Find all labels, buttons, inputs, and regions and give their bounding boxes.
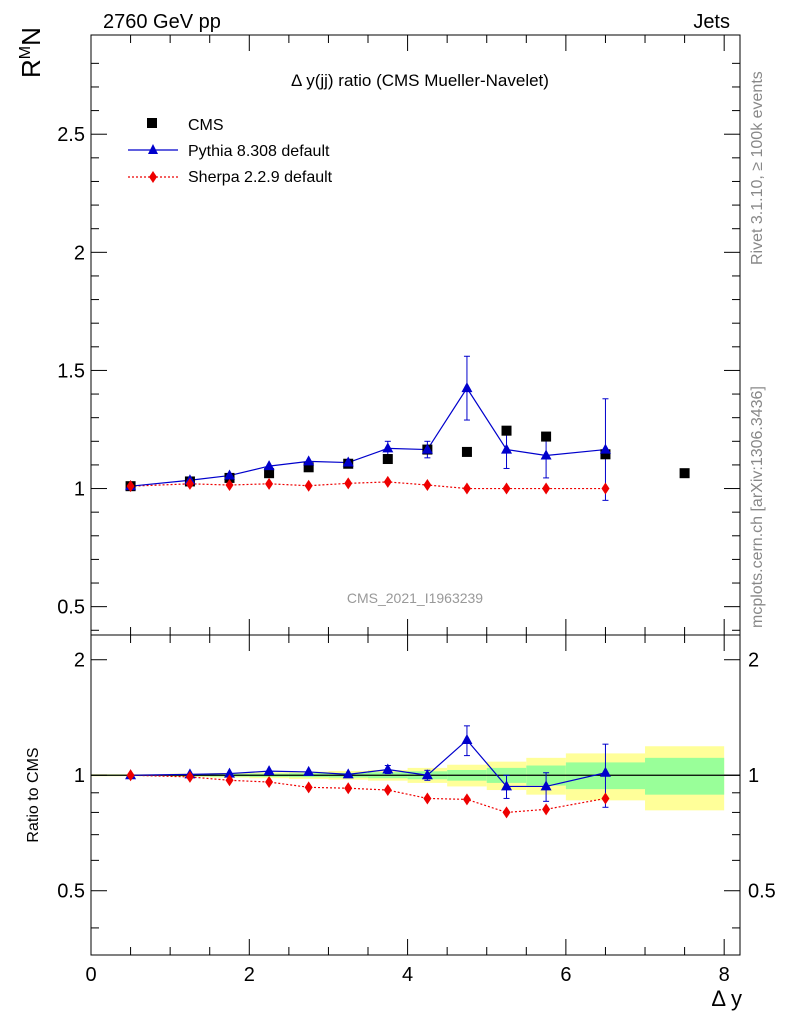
mcplots-label: mcplots.cern.ch [arXiv:1306.3436]: [749, 386, 766, 628]
main-ytick-label: 2.5: [57, 124, 85, 146]
main-ytick-label: 1.5: [57, 360, 85, 382]
xtick-label: 8: [719, 964, 730, 986]
ratio-panel: 0.5 0.5 1 1 2 2 0 2 4 6 8: [57, 634, 776, 986]
ratio-sherpa-point: [383, 784, 392, 797]
sherpa-line: [130, 481, 606, 490]
ratio-pythia-line: [130, 739, 606, 788]
main-panel: 0.5 1 1.5 2 2.5 Δ y(jj) ratio (CMS Mueller-N…: [57, 34, 741, 636]
cms-point: [600, 449, 611, 460]
ratio-sherpa-point: [462, 793, 471, 806]
ratio-ytick-label-left: 2: [74, 650, 85, 672]
ratio-sherpa-point: [304, 781, 313, 794]
cms-point: [679, 468, 690, 479]
legend-label-pythia: Pythia 8.308 default: [188, 143, 330, 160]
ratio-pythia-point: [421, 769, 433, 780]
sherpa-point: [265, 477, 274, 490]
cms-point: [501, 425, 512, 436]
sherpa-point: [126, 480, 135, 493]
sherpa-point: [542, 482, 551, 495]
legend: CMS Pythia 8.308 default Sherpa 2.2.9 de…: [128, 117, 333, 186]
pythia-point: [461, 382, 473, 393]
ylabel-main: RMN: [16, 27, 46, 78]
xtick-label: 6: [560, 964, 571, 986]
ratio-pythia-point: [599, 766, 611, 777]
ratio-sherpa-point: [265, 776, 274, 789]
ratio-sherpa-point: [502, 806, 511, 819]
pythia-point: [263, 460, 275, 471]
sherpa-point: [304, 479, 313, 492]
ratio-pythia-point: [540, 780, 552, 791]
cms-point: [461, 446, 472, 457]
rivet-label: Rivet 3.1.10, ≥ 100k events: [749, 71, 766, 265]
xtick-label: 2: [244, 964, 255, 986]
cms-point: [264, 468, 275, 479]
ratio-sherpa-point: [601, 792, 610, 805]
sherpa-point: [502, 482, 511, 495]
pythia-point: [421, 443, 433, 454]
watermark: CMS_2021_I1963239: [347, 590, 483, 606]
xtick-label: 0: [85, 964, 96, 986]
sherpa-point: [423, 479, 432, 491]
ratio-sherpa-point: [126, 769, 135, 782]
sherpa-point: [185, 477, 194, 490]
ratio-ytick-label-right: 2: [748, 650, 759, 672]
sherpa-point: [225, 479, 234, 491]
pythia-point: [224, 469, 236, 480]
ratio-pythia-point: [461, 734, 473, 745]
ratio-ytick-label-right: 0.5: [748, 881, 776, 903]
cms-point: [541, 431, 552, 442]
pythia-line: [130, 387, 606, 487]
pythia-point: [599, 443, 611, 454]
ratio-ytick-label-left: 0.5: [57, 881, 85, 903]
legend-marker-pythia: [148, 144, 158, 154]
ratio-ytick-label-right: 1: [748, 765, 759, 787]
pythia-point: [501, 443, 513, 454]
legend-marker-sherpa: [149, 171, 157, 183]
ratio-pythia-point: [501, 780, 513, 791]
pythia-point: [382, 442, 394, 453]
xtick-label: 4: [402, 964, 413, 986]
ratio-sherpa-point: [423, 792, 432, 805]
main-ytick-label: 1: [74, 479, 85, 501]
ratio-pythia-point: [303, 765, 315, 776]
sherpa-point: [383, 475, 392, 488]
ratio-band-inner: [645, 757, 725, 795]
pythia-point: [540, 449, 552, 460]
sherpa-point: [601, 482, 610, 495]
ratio-pythia-point: [342, 768, 354, 779]
ylabel-ratio: Ratio to CMS: [25, 747, 42, 842]
main-ytick-label: 2: [74, 242, 85, 264]
ratio-ytick-label-left: 1: [74, 765, 85, 787]
xlabel: Δ y: [711, 986, 742, 1011]
header-right: Jets: [693, 11, 730, 33]
legend-label-cms: CMS: [188, 117, 224, 134]
cms-point: [382, 454, 393, 465]
legend-marker-cms: [147, 118, 157, 128]
ratio-frame: [90, 634, 741, 956]
ratio-pythia-point: [224, 767, 236, 778]
chart-title: Δ y(jj) ratio (CMS Mueller-Navelet): [291, 71, 549, 90]
pythia-point: [303, 455, 315, 466]
pythia-point: [342, 456, 354, 467]
ratio-sherpa-line: [130, 774, 606, 814]
cms-point: [303, 462, 314, 473]
ratio-sherpa-point: [542, 803, 551, 816]
header-left: 2760 GeV pp: [103, 11, 221, 33]
ratio-pythia-point: [382, 763, 394, 774]
sherpa-point: [344, 477, 353, 490]
legend-label-sherpa: Sherpa 2.2.9 default: [188, 169, 333, 186]
ratio-sherpa-point: [344, 782, 353, 795]
ratio-sherpa-point: [185, 770, 194, 783]
main-ytick-label: 0.5: [57, 597, 85, 619]
sherpa-point: [462, 482, 471, 495]
ratio-pythia-point: [263, 765, 275, 776]
ratio-sherpa-point: [225, 774, 234, 787]
